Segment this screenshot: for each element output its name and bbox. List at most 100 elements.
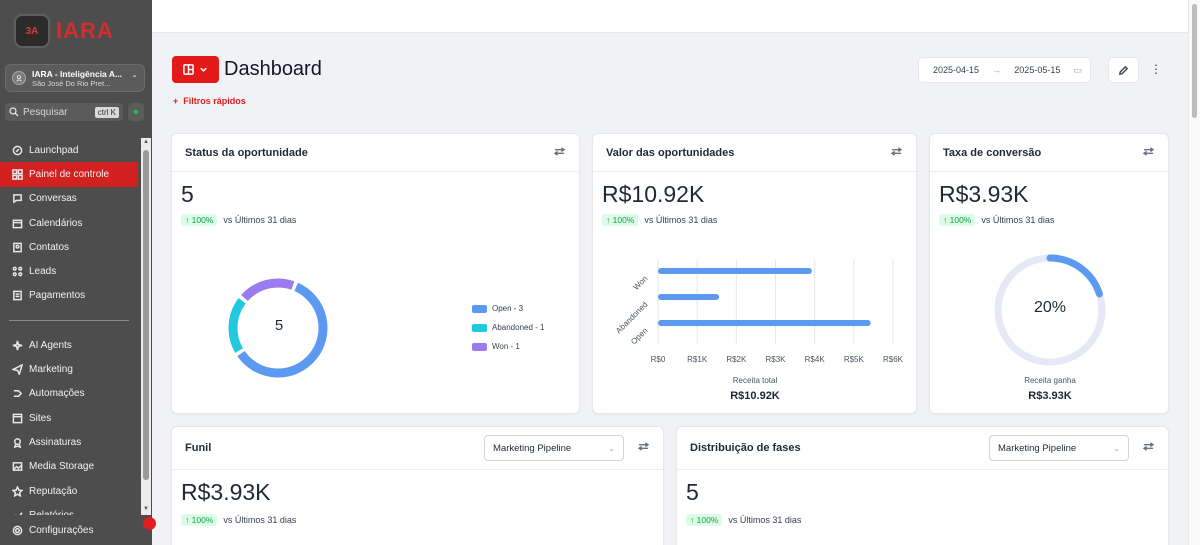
edit-button[interactable] xyxy=(1108,57,1139,83)
sidebar-item-automacoes[interactable]: Automações xyxy=(0,382,138,406)
card-funil: Funil Marketing Pipeline ⌄ R$3.93K ↑ 100… xyxy=(171,426,664,545)
donut-chart xyxy=(228,278,328,378)
sidebar-item-label: Marketing xyxy=(29,364,73,376)
layout-icon xyxy=(182,64,194,75)
sidebar-item-contatos[interactable]: Contatos xyxy=(0,235,138,259)
sidebar-item-configuracoes[interactable]: Configurações xyxy=(0,515,152,545)
calendar-icon: ▭ xyxy=(1073,64,1082,75)
notification-dot[interactable] xyxy=(143,517,156,530)
date-range-picker[interactable]: 2025-04-15 → 2025-05-15 ▭ xyxy=(918,57,1091,83)
quick-action-button[interactable]: ✦ xyxy=(128,103,144,121)
main-scroll-thumb[interactable] xyxy=(1192,4,1197,118)
send-icon xyxy=(11,364,23,376)
donut-slice-won[interactable] xyxy=(241,278,295,302)
date-from: 2025-04-15 xyxy=(933,65,980,75)
delta-value: 100% xyxy=(191,215,214,225)
logo-wordmark: IARA xyxy=(56,18,114,43)
page-title: Dashboard xyxy=(224,58,322,80)
metric-delta: ↑ 100% vs Últimos 31 dias xyxy=(181,514,296,526)
legend-label: Open - 3 xyxy=(492,304,524,313)
sidebar-item-label: Calendários xyxy=(29,217,83,229)
delta-value: 100% xyxy=(612,215,635,225)
sidebar-item-label: Painel de controle xyxy=(29,168,110,180)
gauge-fill xyxy=(1046,254,1103,298)
x-tick-label: R$2K xyxy=(726,355,747,364)
pipeline-select[interactable]: Marketing Pipeline ⌄ xyxy=(484,435,624,461)
card-distribuicao-fases: Distribuição de fases Marketing Pipeline… xyxy=(676,426,1169,545)
delta-badge: ↑ 100% xyxy=(602,214,639,226)
sidebar-nav: Launchpad Painel de controle Conversas C… xyxy=(0,138,138,527)
legend-swatch xyxy=(472,323,487,332)
delta-badge: ↑ 100% xyxy=(181,214,218,226)
metric-delta: ↑ 100% vs Últimos 31 dias xyxy=(602,214,717,226)
sparkle-icon: ✦ xyxy=(131,106,141,119)
account-switcher[interactable]: IARA - Inteligência A... São José Do Rio… xyxy=(5,64,145,92)
sidebar-scrollbar[interactable]: ▲ ▼ xyxy=(141,138,151,516)
legend-swatch xyxy=(472,342,487,351)
card-taxa-conversao: Taxa de conversão R$3.93K ↑ 100% vs Últi… xyxy=(929,133,1169,414)
sidebar-item-conversas[interactable]: Conversas xyxy=(0,187,138,211)
scroll-down-icon[interactable]: ▼ xyxy=(143,506,149,512)
settings-sliders-icon[interactable] xyxy=(890,146,903,160)
quick-filters-link[interactable]: + Filtros rápidos xyxy=(173,96,246,106)
contacts-icon xyxy=(11,241,23,253)
metric-delta: ↑ 100% vs Últimos 31 dias xyxy=(939,214,1054,226)
sidebar-item-painel[interactable]: Painel de controle xyxy=(0,162,138,187)
sidebar-item-label: Sites xyxy=(29,412,52,424)
more-options-icon[interactable]: ⋮ xyxy=(1150,62,1162,76)
bar-chart: R$0 R$1K R$2K R$3K R$4K R$5K R$6KWonAbandonedO… xyxy=(614,259,904,364)
search-input[interactable]: Pesquisar ctrl K xyxy=(5,103,123,121)
compare-label: vs Últimos 31 dias xyxy=(223,215,297,225)
bar-abandoned[interactable] xyxy=(658,294,720,300)
scroll-up-icon[interactable]: ▲ xyxy=(143,139,149,145)
sidebar-item-label: Launchpad xyxy=(29,144,79,156)
pipeline-select[interactable]: Marketing Pipeline ⌄ xyxy=(989,435,1129,461)
payments-icon xyxy=(11,290,23,302)
delta-value: 100% xyxy=(191,515,214,525)
metric-value: R$10.92K xyxy=(602,181,705,207)
search-placeholder: Pesquisar xyxy=(23,106,68,118)
x-tick-label: R$4K xyxy=(805,355,826,364)
sidebar-item-label: Conversas xyxy=(29,193,77,205)
donut-slice-open[interactable] xyxy=(237,282,328,378)
settings-sliders-icon[interactable] xyxy=(553,146,566,160)
sidebar-item-calendarios[interactable]: Calendários xyxy=(0,211,138,235)
sidebar-item-label: Pagamentos xyxy=(29,290,86,302)
sidebar-item-media-storage[interactable]: Media Storage xyxy=(0,455,138,479)
bar-won[interactable] xyxy=(658,268,812,274)
settings-sliders-icon[interactable] xyxy=(1142,146,1155,160)
search-shortcut: ctrl K xyxy=(94,106,119,118)
chat-icon xyxy=(11,193,23,205)
dashboard-switcher-button[interactable] xyxy=(172,56,219,83)
automation-icon xyxy=(11,388,23,400)
card-title: Funil xyxy=(185,442,212,454)
chevron-down-icon: ⌄ xyxy=(1113,443,1120,453)
grid-icon xyxy=(11,168,23,180)
app-logo[interactable]: 3A IARA xyxy=(14,14,114,48)
card-status-oportunidade: Status da oportunidade 5 ↑ 100% vs Últim… xyxy=(171,133,580,414)
search-icon xyxy=(9,107,19,117)
settings-sliders-icon[interactable] xyxy=(1142,441,1155,455)
x-tick-label: R$5K xyxy=(844,355,865,364)
sidebar-item-ai-agents[interactable]: AI Agents xyxy=(0,333,138,357)
card-valor-oportunidades: Valor das oportunidades R$10.92K ↑ 100% … xyxy=(592,133,917,414)
sidebar-item-label: Assinaturas xyxy=(29,436,82,448)
donut-slice-abandoned[interactable] xyxy=(228,298,246,353)
sidebar-item-label: Contatos xyxy=(29,241,70,253)
sidebar-scroll-thumb[interactable] xyxy=(143,150,149,480)
sidebar-item-leads[interactable]: Leads xyxy=(0,259,138,283)
sidebar-item-assinaturas[interactable]: Assinaturas xyxy=(0,430,138,454)
bar-open[interactable] xyxy=(658,320,871,326)
sidebar-item-launchpad[interactable]: Launchpad xyxy=(0,138,138,162)
sidebar-item-reputacao[interactable]: Reputação xyxy=(0,479,138,503)
star-icon xyxy=(11,485,23,497)
card-title: Taxa de conversão xyxy=(943,146,1042,159)
x-tick-label: R$6K xyxy=(883,355,904,364)
sidebar-item-pagamentos[interactable]: Pagamentos xyxy=(0,284,138,308)
sidebar-item-sites[interactable]: Sites xyxy=(0,406,138,430)
sidebar-item-marketing[interactable]: Marketing xyxy=(0,357,138,381)
main-scrollbar[interactable] xyxy=(1188,0,1200,545)
settings-sliders-icon[interactable] xyxy=(637,441,650,455)
legend-swatch xyxy=(472,304,487,313)
chart-caption-value: R$10.92K xyxy=(730,390,780,402)
